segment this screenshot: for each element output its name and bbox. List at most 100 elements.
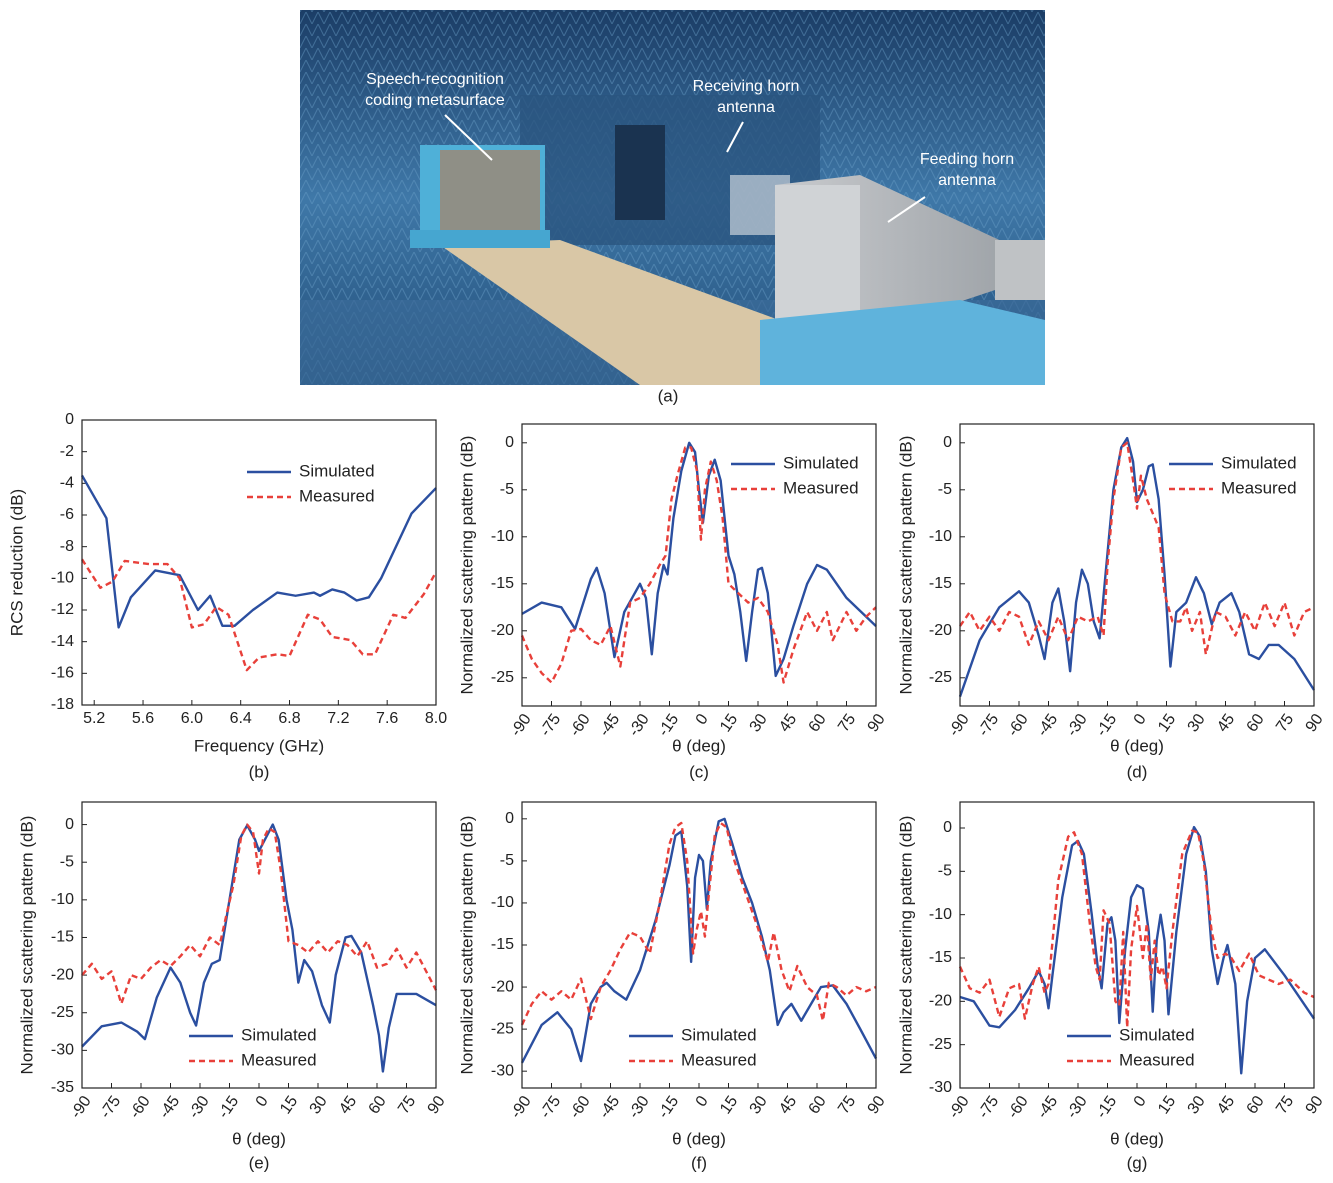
x-tick-label: 45 (1214, 711, 1238, 735)
y-axis-label: Normalized scattering pattern (dB) (896, 816, 915, 1075)
x-tick-label: -30 (626, 1093, 653, 1122)
x-tick-label: -45 (596, 1093, 623, 1122)
series-line (960, 831, 1314, 1028)
x-axis-label: Frequency (GHz) (194, 736, 324, 755)
y-tick-label: -30 (51, 1042, 74, 1059)
caption: (b) (249, 762, 270, 781)
y-tick-label: -15 (491, 575, 514, 592)
x-tick-label: 6.0 (181, 710, 203, 727)
y-tick-label: -10 (51, 891, 74, 908)
chart: 0-5-10-15-20-25-30-35-90-75-60-45-30-150… (17, 802, 448, 1172)
y-tick-label: -20 (929, 993, 952, 1010)
x-tick-label: 30 (747, 1093, 771, 1117)
x-tick-label: 30 (307, 1093, 331, 1117)
y-tick-label: -18 (51, 696, 74, 713)
x-tick-label: 90 (425, 1093, 449, 1117)
x-tick-label: -90 (508, 711, 535, 740)
y-tick-label: -30 (929, 1079, 952, 1096)
y-tick-label: -15 (929, 575, 952, 592)
legend-label: Simulated (1119, 1025, 1195, 1044)
x-tick-label: 60 (1244, 1093, 1268, 1117)
photo (300, 10, 1045, 385)
x-tick-label: -15 (215, 1093, 242, 1122)
figure: Speech-recognition coding metasurface Rece… (0, 0, 1333, 1178)
x-tick-label: 0 (693, 1093, 712, 1110)
legend-label: Simulated (241, 1025, 317, 1044)
x-tick-label: -15 (1093, 711, 1120, 740)
y-tick-label: -16 (51, 665, 74, 682)
x-tick-label: -30 (186, 1093, 213, 1122)
x-tick-label: 45 (1214, 1093, 1238, 1117)
x-tick-label: 7.6 (376, 710, 398, 727)
x-tick-label: 6.4 (230, 710, 252, 727)
x-tick-label: 75 (835, 711, 859, 735)
legend-label: Simulated (783, 453, 859, 472)
y-tick-label: 0 (505, 434, 514, 451)
plot-frame (82, 802, 436, 1088)
legend-label: Measured (1119, 1050, 1195, 1069)
y-tick-label: -15 (929, 949, 952, 966)
x-tick-label: 7.2 (327, 710, 349, 727)
y-tick-label: -5 (938, 863, 952, 880)
x-tick-label: 75 (395, 1093, 419, 1117)
y-tick-label: -10 (51, 570, 74, 587)
x-tick-label: -30 (626, 711, 653, 740)
y-tick-label: -20 (929, 622, 952, 639)
y-tick-label: -20 (491, 622, 514, 639)
legend-label: Simulated (681, 1025, 757, 1044)
y-axis-label: Normalized scattering pattern (dB) (896, 436, 915, 695)
legend-label: Measured (299, 486, 375, 505)
y-tick-label: -15 (491, 936, 514, 953)
y-tick-label: -30 (491, 1062, 514, 1079)
legend-label: Simulated (299, 461, 375, 480)
photo-annotation: coding metasurface (365, 92, 505, 109)
x-tick-label: -60 (1005, 1093, 1032, 1122)
y-tick-label: -12 (51, 601, 74, 618)
series-line (82, 475, 436, 627)
x-tick-label: 90 (865, 711, 889, 735)
legend-label: Simulated (1221, 453, 1297, 472)
y-tick-label: -6 (60, 506, 74, 523)
y-tick-label: -25 (491, 669, 514, 686)
photo-annotation: Receiving horn (693, 78, 800, 95)
y-tick-label: -15 (51, 929, 74, 946)
x-tick-label: 45 (336, 1093, 360, 1117)
caption: (e) (249, 1153, 270, 1172)
x-tick-label: -45 (1034, 711, 1061, 740)
y-axis-label: Normalized scattering pattern (dB) (17, 816, 36, 1075)
legend-label: Measured (241, 1050, 317, 1069)
x-tick-label: 0 (1131, 1093, 1150, 1110)
x-axis-label: θ (deg) (1110, 736, 1164, 755)
y-tick-label: 0 (65, 816, 74, 833)
y-tick-label: -20 (51, 966, 74, 983)
x-tick-label: 0 (1131, 711, 1150, 728)
x-tick-label: -30 (1064, 711, 1091, 740)
x-tick-label: 15 (717, 711, 741, 735)
chart: 0-5-10-15-20-25-30-90-75-60-45-30-150153… (896, 802, 1326, 1172)
y-tick-label: 0 (943, 819, 952, 836)
x-tick-label: -15 (655, 711, 682, 740)
x-tick-label: -75 (97, 1093, 124, 1122)
y-tick-label: -25 (929, 1036, 952, 1053)
x-tick-label: 15 (1155, 711, 1179, 735)
x-axis-label: θ (deg) (1110, 1129, 1164, 1148)
x-axis-label: θ (deg) (672, 736, 726, 755)
x-tick-label: 60 (1244, 711, 1268, 735)
legend-label: Measured (1221, 478, 1297, 497)
x-tick-label: -75 (537, 1093, 564, 1122)
x-tick-label: 75 (1273, 711, 1297, 735)
x-tick-label: -75 (537, 711, 564, 740)
photo-annotation: Speech-recognition (366, 71, 504, 88)
y-tick-label: 0 (505, 810, 514, 827)
x-tick-label: 60 (806, 1093, 830, 1117)
x-tick-label: -30 (1064, 1093, 1091, 1122)
y-tick-label: -10 (929, 528, 952, 545)
plot-frame (960, 802, 1314, 1088)
photo-caption: (a) (658, 386, 679, 405)
x-tick-label: -75 (975, 711, 1002, 740)
y-axis-label: RCS reduction (dB) (7, 489, 26, 636)
x-tick-label: 5.6 (132, 710, 154, 727)
